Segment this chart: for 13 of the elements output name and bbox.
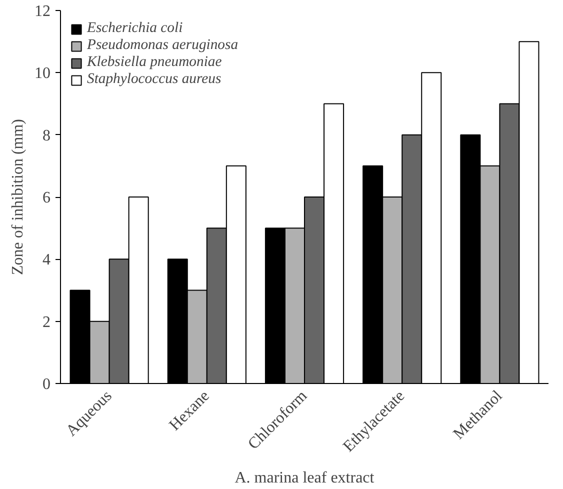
legend-label: Klebsiella pneumoniae bbox=[87, 54, 222, 71]
y-tick-label: 4 bbox=[42, 252, 50, 269]
y-axis-title: Zone of inhibition (mm) bbox=[10, 119, 26, 275]
y-tick-label: 2 bbox=[42, 314, 50, 331]
y-tick-label: 12 bbox=[34, 3, 50, 20]
y-tick-label: 8 bbox=[42, 127, 50, 144]
y-tick-label: 0 bbox=[42, 376, 50, 393]
x-axis-title: A. marina leaf extract bbox=[234, 469, 375, 486]
y-tick-label: 10 bbox=[34, 65, 50, 82]
legend-label: Pseudomonas aeruginosa bbox=[87, 37, 238, 54]
legend-label: Staphylococcus aureus bbox=[87, 71, 222, 88]
y-tick-label: 6 bbox=[42, 190, 50, 206]
legend-label: Escherichia coli bbox=[87, 20, 183, 37]
